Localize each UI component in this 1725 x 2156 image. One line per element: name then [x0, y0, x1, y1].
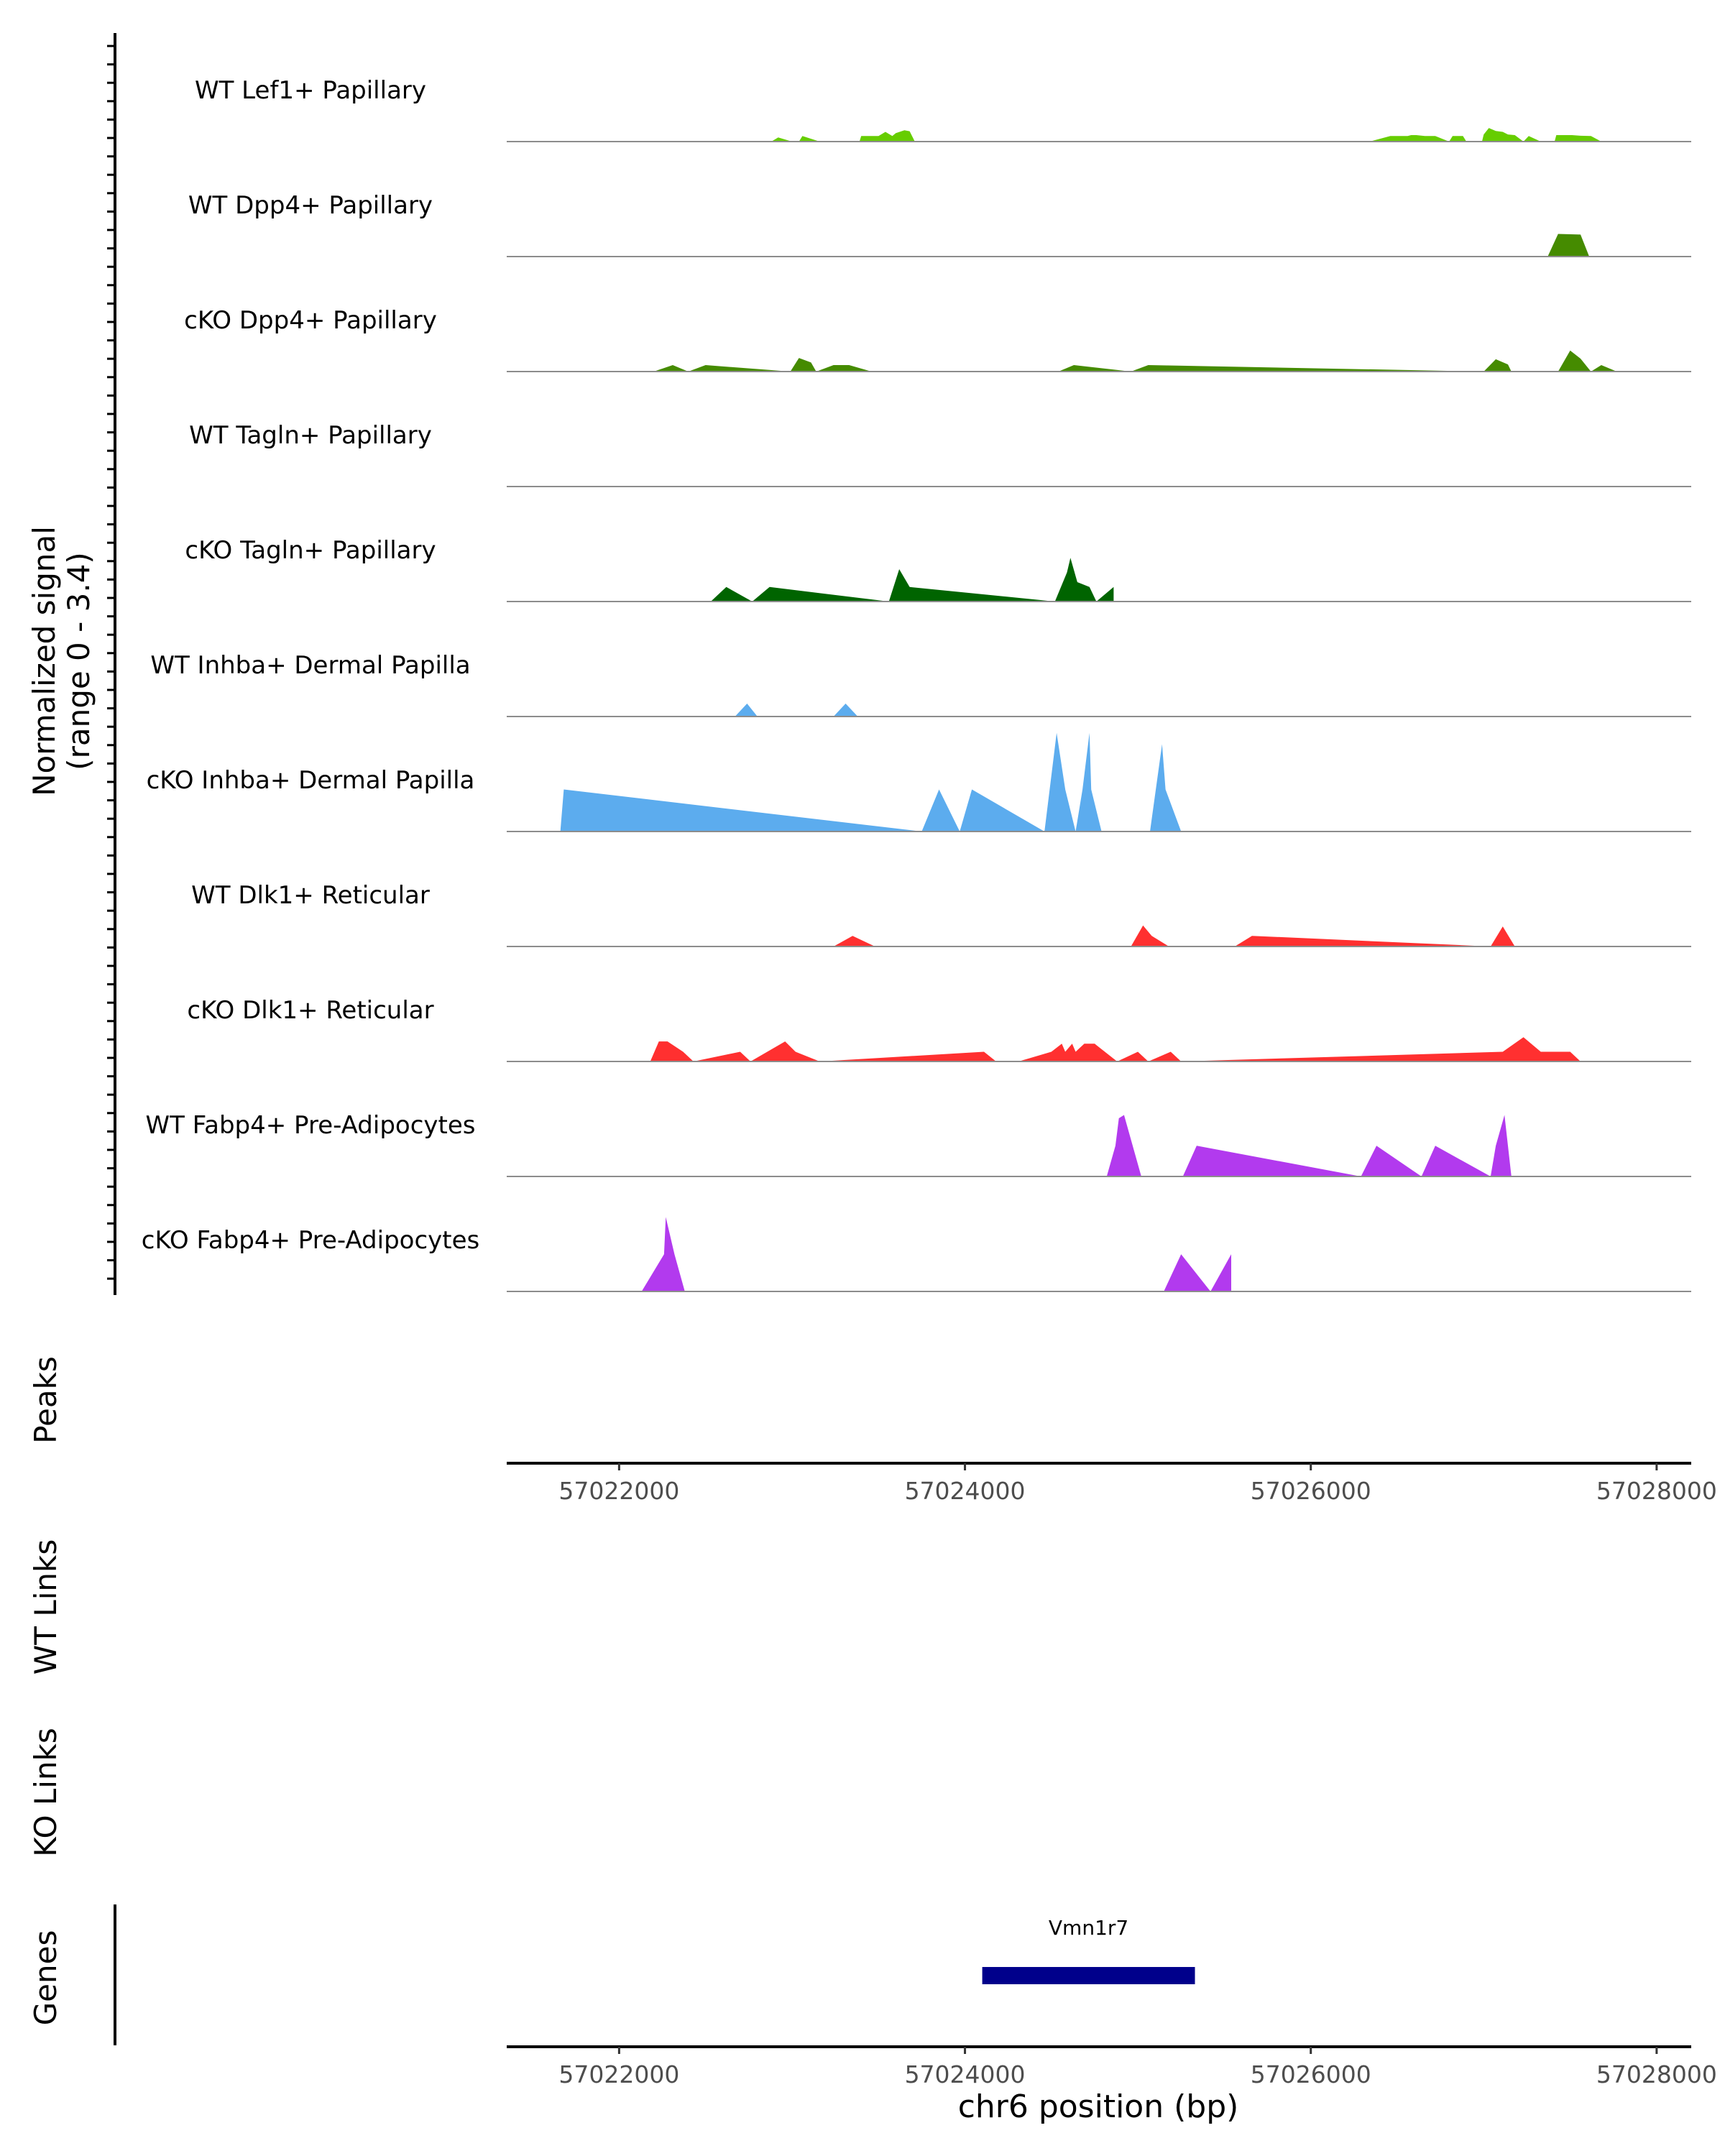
coverage-area	[641, 1217, 1231, 1291]
coverage-tracks: WT Lef1+ Papillary WT Dpp4+ Papillary cKO …	[142, 76, 1691, 1292]
x-axis-peaks: 57022000 57024000 57026000 57028000	[507, 1462, 1717, 1505]
track-label: cKO Dlk1+ Reticular	[187, 996, 433, 1025]
track-label: WT Tagln+ Papillary	[189, 421, 432, 450]
coverage-area	[833, 925, 1515, 946]
coverage-track: WT Lef1+ Papillary	[195, 76, 1691, 142]
coverage-area	[735, 704, 858, 717]
signal-axis-label-line1: Normalized signal	[27, 526, 62, 796]
coverage-track: cKO Dlk1+ Reticular	[187, 996, 1691, 1062]
signal-axis-label-line2: (range 0 - 3.4)	[61, 552, 96, 770]
x-tick-label: 57024000	[905, 1477, 1026, 1505]
wt-links-label: WT Links	[28, 1539, 63, 1674]
x-tick-label: 57026000	[1251, 2060, 1371, 2088]
gene-body	[982, 1967, 1195, 1984]
track-label: cKO Dpp4+ Papillary	[184, 306, 437, 335]
coverage-area	[771, 128, 1601, 142]
x-tick-label: 57028000	[1596, 2060, 1717, 2088]
gene-label: Vmn1r7	[1049, 1916, 1128, 1940]
x-tick-label: 57028000	[1596, 1477, 1717, 1505]
genes-track-label: Genes	[28, 1930, 63, 2026]
x-axis-title: chr6 position (bp)	[958, 2088, 1239, 2125]
coverage-track: cKO Inhba+ Dermal Papilla	[147, 732, 1691, 832]
track-label: WT Fabp4+ Pre-Adipocytes	[146, 1111, 476, 1140]
coverage-track: cKO Dpp4+ Papillary	[184, 306, 1691, 372]
x-tick-label: 57022000	[558, 2060, 679, 2088]
coverage-area	[710, 558, 1114, 602]
track-label: WT Inhba+ Dermal Papilla	[150, 651, 470, 680]
coverage-track: cKO Fabp4+ Pre-Adipocytes	[142, 1217, 1691, 1292]
track-label: WT Lef1+ Papillary	[195, 76, 426, 105]
x-tick-label: 57022000	[558, 1477, 679, 1505]
coverage-track: WT Tagln+ Papillary	[189, 421, 1691, 487]
coverage-track: WT Dlk1+ Reticular	[191, 881, 1691, 947]
x-tick-label: 57026000	[1251, 1477, 1371, 1505]
ko-links-label: KO Links	[28, 1728, 63, 1857]
x-tick-label: 57024000	[905, 2060, 1026, 2088]
coverage-area	[653, 350, 1617, 372]
coverage-area	[1106, 1115, 1512, 1176]
coverage-track: WT Dpp4+ Papillary	[188, 191, 1691, 257]
track-label: cKO Fabp4+ Pre-Adipocytes	[142, 1226, 480, 1255]
track-label: cKO Tagln+ Papillary	[185, 536, 436, 565]
x-axis-genes: 57022000 57024000 57026000 57028000	[507, 2045, 1717, 2088]
coverage-area	[650, 1037, 1581, 1061]
track-label: WT Dpp4+ Papillary	[188, 191, 433, 220]
coverage-area	[1547, 234, 1590, 257]
coverage-track: cKO Tagln+ Papillary	[185, 536, 1691, 602]
track-label: WT Dlk1+ Reticular	[191, 881, 430, 910]
peaks-track-label: Peaks	[28, 1356, 63, 1444]
coverage-track: WT Fabp4+ Pre-Adipocytes	[146, 1111, 1691, 1177]
coverage-track: WT Inhba+ Dermal Papilla	[150, 651, 1691, 717]
gene-track: Vmn1r7	[982, 1916, 1195, 1984]
track-label: cKO Inhba+ Dermal Papilla	[147, 766, 475, 795]
coverage-area	[560, 732, 1182, 831]
